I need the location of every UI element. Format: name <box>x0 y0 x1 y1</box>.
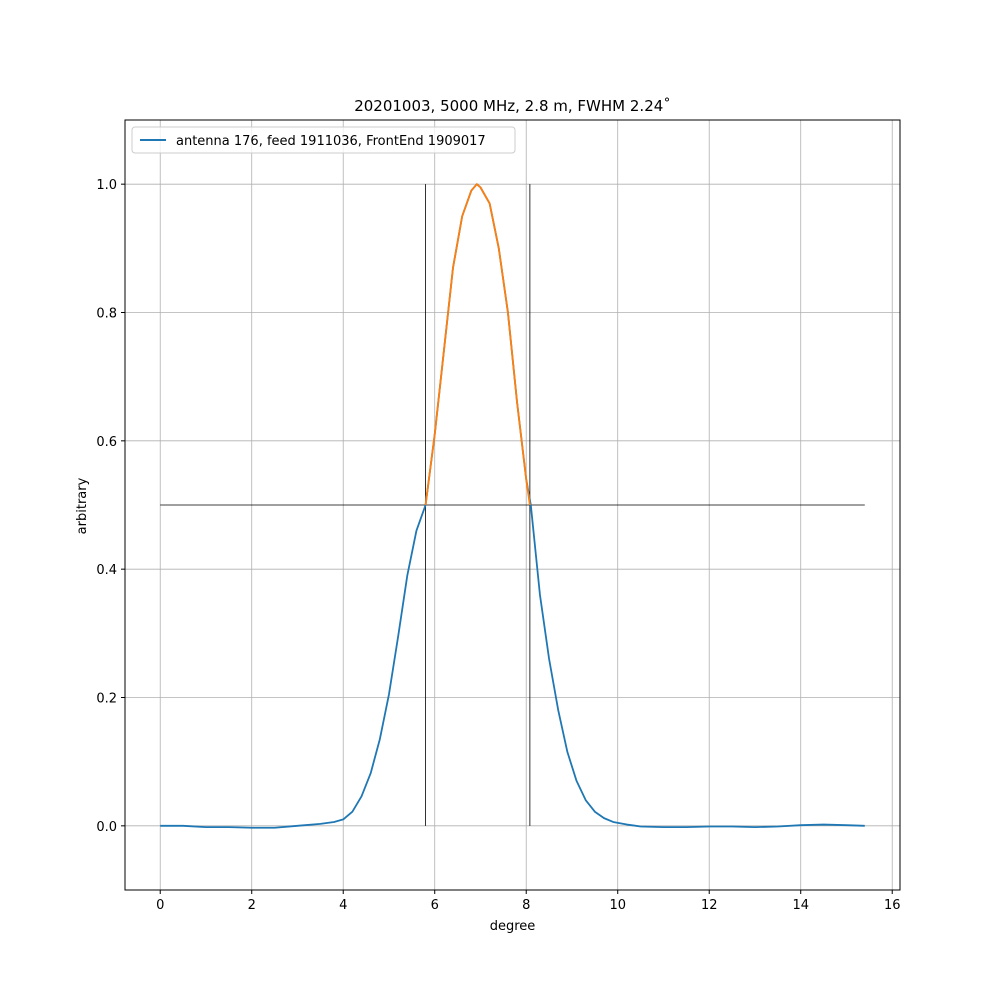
y-tick-label: 0.6 <box>96 435 117 450</box>
legend-box <box>131 126 516 154</box>
legend: antenna 176, feed 1911036, FrontEnd 1909… <box>131 126 516 154</box>
x-tick-label: 8 <box>522 898 530 913</box>
x-tick-label: 2 <box>248 898 256 913</box>
y-tick-label: 0.8 <box>96 307 117 322</box>
x-tick-label: 16 <box>884 898 901 913</box>
fwhm-fit-line <box>424 183 531 506</box>
x-tick-label: 12 <box>701 898 718 913</box>
series-lines <box>160 183 865 829</box>
x-axis-label: degree <box>490 919 536 934</box>
chart-title: 20201003, 5000 MHz, 2.8 m, FWHM 2.24˚ <box>354 97 671 115</box>
y-tick-label: 0.4 <box>96 563 117 578</box>
y-tick-label: 0.2 <box>96 692 117 707</box>
x-tick-label: 10 <box>609 898 626 913</box>
x-tick-label: 6 <box>431 898 439 913</box>
y-axis-label: arbitrary <box>75 477 90 534</box>
x-axis-ticks: 0 2 4 6 8 10 12 14 16 <box>156 890 900 913</box>
legend-label: antenna 176, feed 1911036, FrontEnd 1909… <box>176 134 486 149</box>
x-tick-label: 14 <box>792 898 809 913</box>
y-tick-label: 0.0 <box>96 820 117 835</box>
x-tick-label: 4 <box>339 898 347 913</box>
y-axis-ticks: 0.0 0.2 0.4 0.6 0.8 1.0 <box>96 178 125 835</box>
x-tick-label: 0 <box>156 898 164 913</box>
plot-frame <box>124 119 901 891</box>
y-tick-label: 1.0 <box>96 178 117 193</box>
